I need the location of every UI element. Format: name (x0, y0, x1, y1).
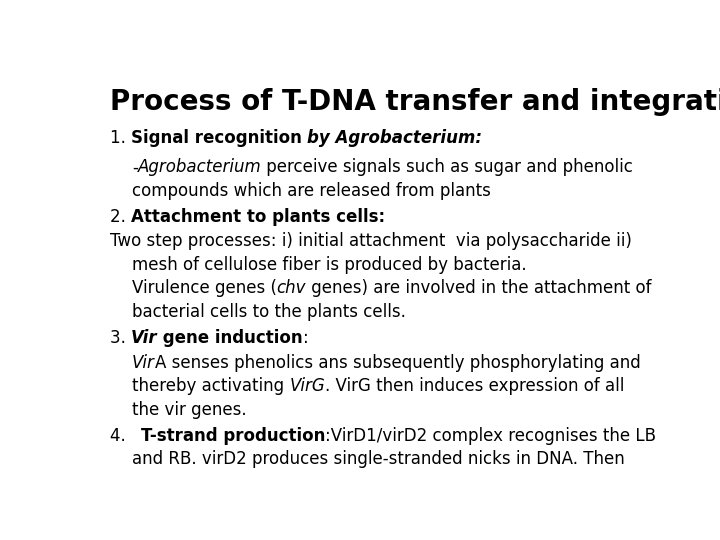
Text: T-strand production: T-strand production (141, 427, 325, 444)
Text: chv: chv (276, 279, 306, 298)
Text: thereby activating: thereby activating (132, 377, 289, 395)
Text: Virulence genes (: Virulence genes ( (132, 279, 276, 298)
Text: Agrobacterium: Agrobacterium (138, 158, 261, 177)
Text: :: : (303, 329, 309, 347)
Text: Attachment to plants cells:: Attachment to plants cells: (130, 208, 384, 226)
Text: A senses phenolics ans subsequently phosphorylating and: A senses phenolics ans subsequently phos… (155, 354, 641, 372)
Text: bacterial cells to the plants cells.: bacterial cells to the plants cells. (132, 303, 406, 321)
Text: 2.: 2. (109, 208, 130, 226)
Text: mesh of cellulose fiber is produced by bacteria.: mesh of cellulose fiber is produced by b… (132, 255, 526, 274)
Text: -: - (132, 158, 138, 177)
Text: Vir: Vir (130, 329, 157, 347)
Text: and RB. virD2 produces single-stranded nicks in DNA. Then: and RB. virD2 produces single-stranded n… (132, 450, 625, 468)
Text: VirG: VirG (289, 377, 325, 395)
Text: 4.: 4. (109, 427, 141, 444)
Text: 3.: 3. (109, 329, 130, 347)
Text: Vir: Vir (132, 354, 155, 372)
Text: perceive signals such as sugar and phenolic: perceive signals such as sugar and pheno… (261, 158, 634, 177)
Text: Two step processes: i) initial attachment  via polysaccharide ii): Two step processes: i) initial attachmen… (109, 232, 631, 250)
Text: Process of T-DNA transfer and integration: Process of T-DNA transfer and integratio… (109, 87, 720, 116)
Text: Signal recognition: Signal recognition (130, 129, 307, 147)
Text: genes) are involved in the attachment of: genes) are involved in the attachment of (306, 279, 652, 298)
Text: by Agrobacterium:: by Agrobacterium: (307, 129, 482, 147)
Text: compounds which are released from plants: compounds which are released from plants (132, 182, 491, 200)
Text: gene induction: gene induction (157, 329, 303, 347)
Text: . VirG then induces expression of all: . VirG then induces expression of all (325, 377, 624, 395)
Text: 1.: 1. (109, 129, 130, 147)
Text: :VirD1/virD2 complex recognises the LB: :VirD1/virD2 complex recognises the LB (325, 427, 657, 444)
Text: the vir genes.: the vir genes. (132, 401, 246, 419)
